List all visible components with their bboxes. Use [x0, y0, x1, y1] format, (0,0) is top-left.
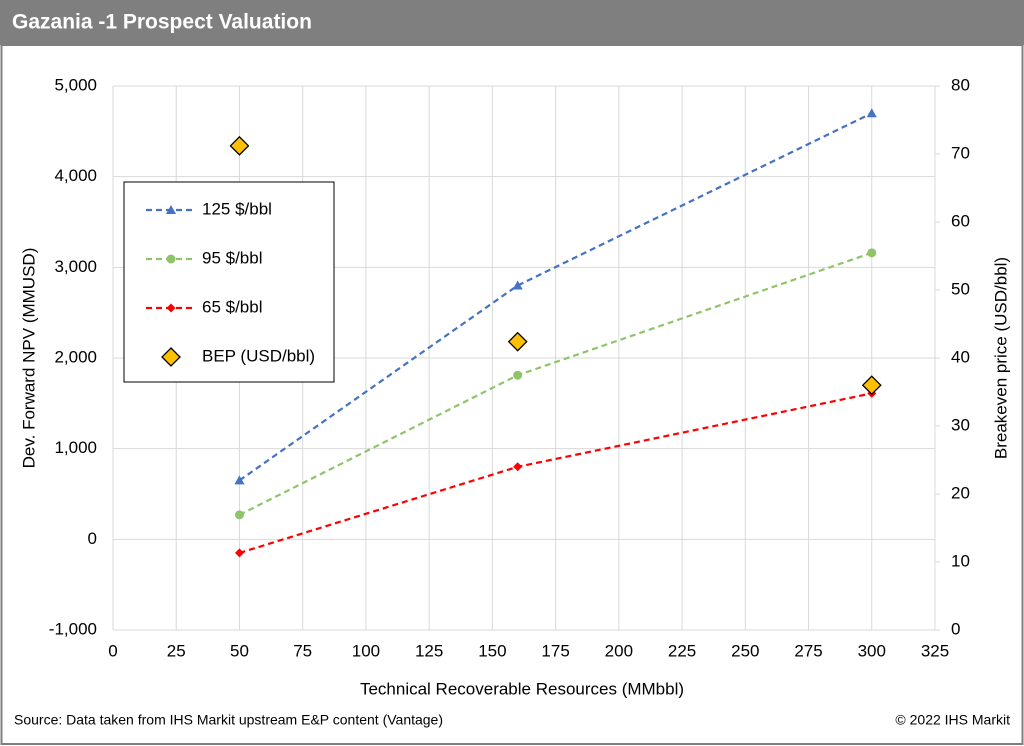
y2-tick-label: 60 [951, 211, 970, 230]
y2-tick-label: 20 [951, 483, 970, 502]
marker [507, 331, 528, 352]
series-line [238, 112, 873, 482]
y2-axis-title: Breakeven price (USD/bbl) [991, 257, 1010, 459]
y2-tick-label: 70 [951, 143, 970, 162]
x-tick-label: 25 [167, 641, 186, 660]
x-tick-label: 200 [605, 641, 633, 660]
marker [861, 375, 882, 396]
marker [866, 108, 877, 118]
marker [229, 135, 250, 156]
marker [513, 462, 523, 472]
marker [512, 280, 523, 290]
x-tick-label: 50 [230, 641, 249, 660]
y2-tick-label: 80 [951, 75, 970, 94]
header-bar [0, 0, 1024, 45]
y2-tick-label: 40 [951, 347, 970, 366]
copyright: © 2022 IHS Markit [895, 712, 1010, 728]
x-tick-label: 225 [668, 641, 696, 660]
legend-label: 95 $/bbl [202, 248, 263, 267]
marker [234, 510, 244, 520]
x-tick-label: 275 [794, 641, 822, 660]
y-tick-label: 1,000 [54, 438, 97, 457]
y-tick-label: 3,000 [54, 257, 97, 276]
x-tick-label: 100 [352, 641, 380, 660]
legend-marker [166, 303, 176, 313]
y2-tick-label: 30 [951, 415, 970, 434]
x-axis-title: Technical Recoverable Resources (MMbbl) [360, 679, 684, 698]
source: Source: Data taken from IHS Markit upstr… [14, 712, 443, 728]
x-tick-label: 0 [108, 641, 117, 660]
legend-marker [161, 347, 181, 367]
x-tick-label: 150 [478, 641, 506, 660]
legend-label: 125 $/bbl [202, 199, 272, 218]
x-tick-label: 175 [541, 641, 569, 660]
legend-box [123, 181, 335, 383]
marker [867, 248, 877, 258]
x-tick-label: 300 [858, 641, 886, 660]
x-tick-label: 325 [921, 641, 949, 660]
legend-marker [166, 254, 176, 264]
legend-label: BEP (USD/bbl) [202, 346, 315, 365]
x-tick-label: 75 [293, 641, 312, 660]
chart-title: Gazania -1 Prospect Valuation [12, 11, 312, 34]
y2-tick-label: 10 [951, 551, 970, 570]
x-tick-label: 125 [415, 641, 443, 660]
y-tick-label: 5,000 [54, 75, 97, 94]
marker [234, 475, 245, 485]
y-tick-label: 4,000 [54, 166, 97, 185]
y-tick-label: -1,000 [49, 619, 97, 638]
legend-marker [166, 205, 176, 214]
marker [234, 548, 244, 558]
legend-label: 65 $/bbl [202, 297, 263, 316]
y-tick-label: 2,000 [54, 347, 97, 366]
y2-tick-label: 50 [951, 279, 970, 298]
marker [513, 370, 523, 380]
frame [0, 44, 1024, 745]
y2-tick-label: 0 [951, 619, 960, 638]
y-axis-title: Dev. Forward NPV (MMUSD) [19, 248, 38, 469]
x-tick-label: 250 [731, 641, 759, 660]
y-tick-label: 0 [88, 529, 97, 548]
